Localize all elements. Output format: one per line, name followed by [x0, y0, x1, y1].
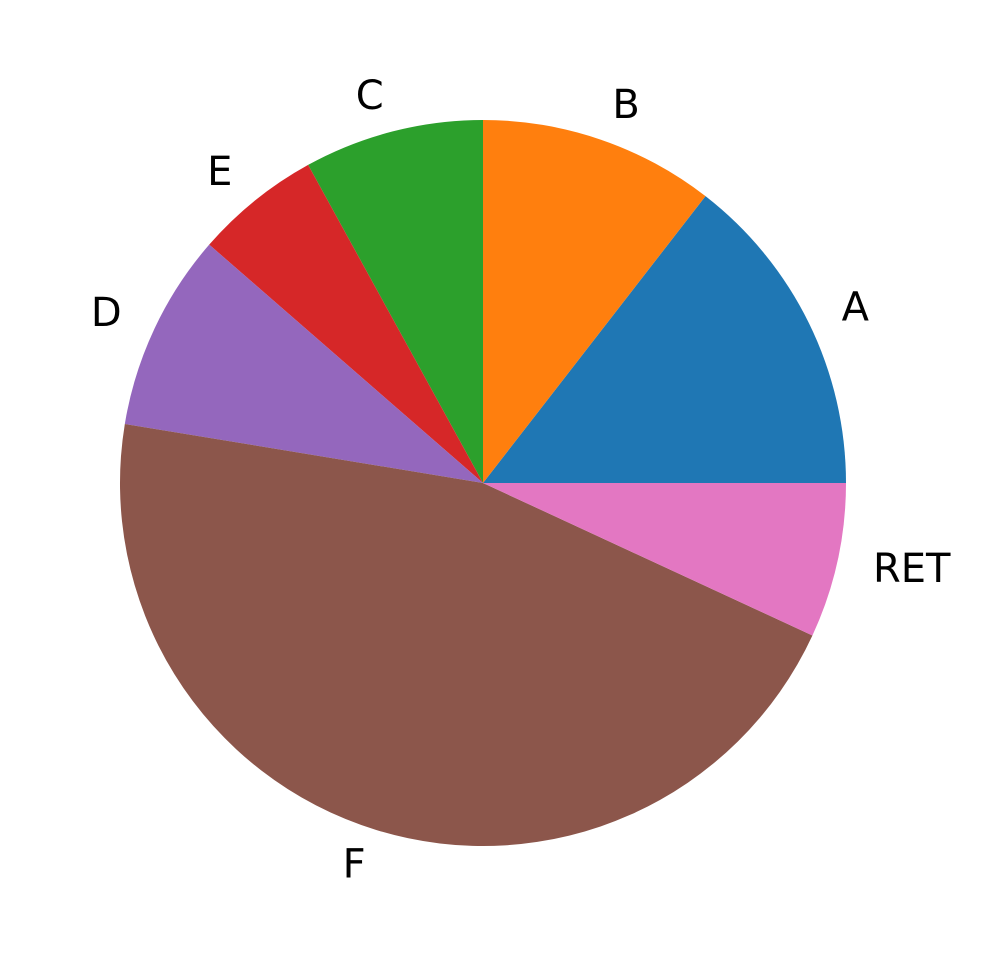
pie-slices	[119, 120, 846, 847]
pie-slice-c	[308, 120, 483, 483]
pie-slice-e	[209, 164, 483, 483]
pie-label-b: B	[612, 82, 639, 128]
pie-labels: A B C E D F RET	[91, 73, 951, 887]
pie-label-e: E	[207, 149, 232, 195]
pie-label-ret: RET	[873, 546, 951, 592]
pie-slice-b	[483, 120, 706, 483]
pie-slice-a	[483, 196, 846, 484]
pie-label-d: D	[91, 290, 122, 336]
pie-slice-d	[124, 244, 483, 483]
pie-slice-ret	[483, 483, 846, 636]
pie-slice-f	[119, 423, 813, 847]
pie-label-c: C	[356, 73, 384, 119]
pie-label-f: F	[343, 842, 366, 888]
pie-label-a: A	[842, 284, 870, 330]
